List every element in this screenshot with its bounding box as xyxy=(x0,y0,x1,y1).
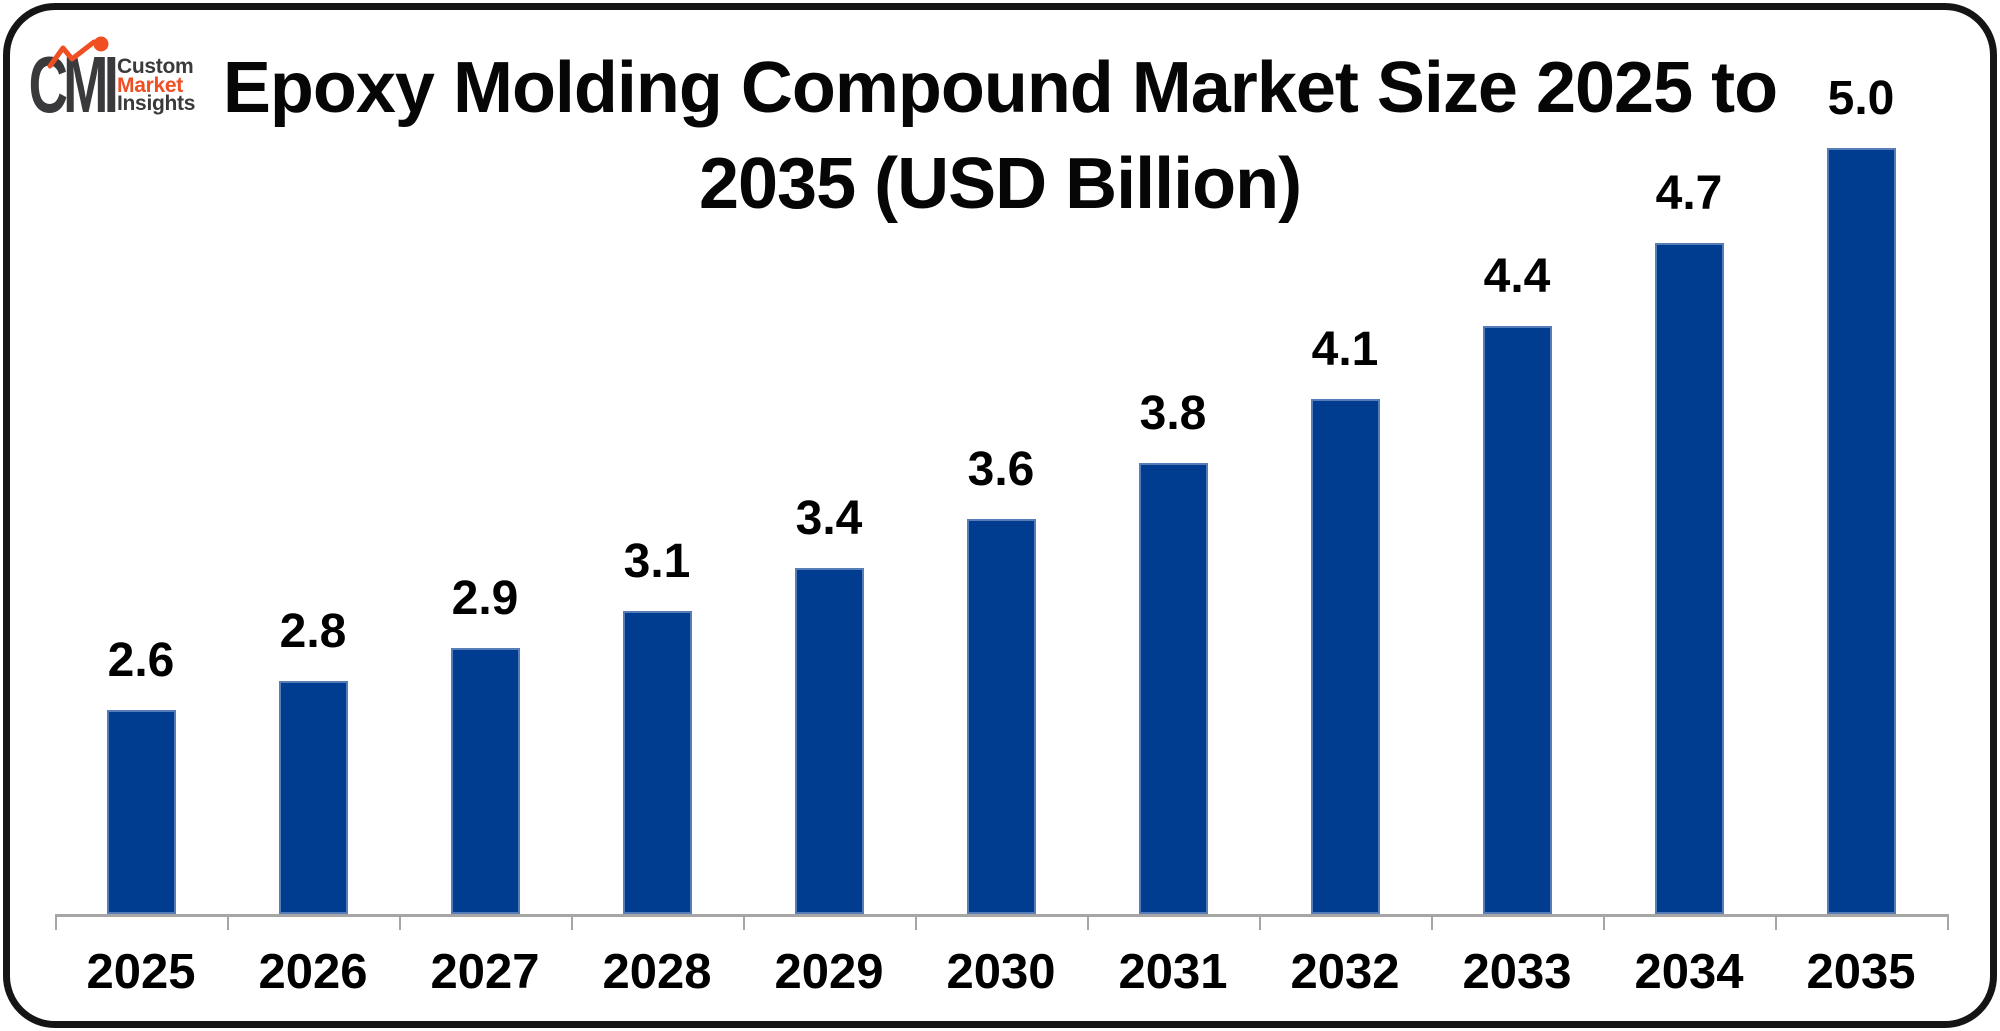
bar xyxy=(450,648,520,914)
x-axis-label: 2025 xyxy=(86,945,196,999)
x-axis-label: 2029 xyxy=(774,945,884,999)
x-axis-tick xyxy=(743,914,745,930)
bar xyxy=(1826,148,1896,914)
x-axis-label: 2026 xyxy=(258,945,368,999)
x-axis-label: 2031 xyxy=(1118,945,1228,999)
bar xyxy=(106,710,176,914)
x-axis-label: 2027 xyxy=(430,945,540,999)
bar xyxy=(1138,463,1208,914)
bar-value-label: 3.4 xyxy=(795,492,863,545)
brand-name-line: Custom xyxy=(117,55,194,78)
logo-letters: CMI xyxy=(30,41,116,116)
bar-value-label: 5.0 xyxy=(1827,72,1895,125)
bar-value-label: 4.1 xyxy=(1311,323,1379,376)
x-axis-tick xyxy=(1603,914,1605,930)
x-axis-label: 2033 xyxy=(1462,945,1572,999)
bar xyxy=(1310,399,1380,914)
cmi-logo: CMI Custom Market Insights xyxy=(30,34,290,126)
bar-value-label: 2.9 xyxy=(451,572,519,625)
logo-trend-line xyxy=(47,39,97,69)
bar-value-label: 2.8 xyxy=(279,605,347,658)
x-axis-label: 2030 xyxy=(946,945,1056,999)
bar-value-label: 4.7 xyxy=(1655,167,1723,220)
bar xyxy=(1482,326,1552,914)
cmi-logo-mark: CMI xyxy=(30,36,116,116)
bar xyxy=(278,681,348,914)
x-axis-label: 2034 xyxy=(1634,945,1744,999)
x-axis-tick xyxy=(1087,914,1089,930)
x-axis-tick xyxy=(227,914,229,930)
brand-name: Custom Market Insights xyxy=(117,55,196,115)
brand-name-line: Insights xyxy=(117,92,196,115)
chart-title-line-1: Epoxy Molding Compound Market Size 2025 … xyxy=(222,48,1778,128)
bar-value-label: 3.8 xyxy=(1139,387,1207,440)
x-axis-tick xyxy=(1431,914,1433,930)
x-axis-line xyxy=(55,914,1947,917)
x-axis-tick xyxy=(399,914,401,930)
x-axis-tick xyxy=(1259,914,1261,930)
x-axis-tick xyxy=(571,914,573,930)
x-axis-label: 2035 xyxy=(1806,945,1916,999)
bar xyxy=(622,611,692,914)
logo-dot xyxy=(93,36,109,52)
x-axis-tick xyxy=(1947,914,1949,930)
x-axis-tick xyxy=(55,914,57,930)
bar xyxy=(966,519,1036,914)
x-axis-label: 2028 xyxy=(602,945,712,999)
x-axis-label: 2032 xyxy=(1290,945,1400,999)
bar-value-label: 4.4 xyxy=(1483,250,1551,303)
bar-value-label: 2.6 xyxy=(107,634,175,687)
x-axis-tick xyxy=(915,914,917,930)
bar-value-label: 3.6 xyxy=(967,443,1035,496)
brand-name-line: Market xyxy=(117,73,183,97)
bar-value-label: 3.1 xyxy=(623,535,691,588)
x-axis-tick xyxy=(1775,914,1777,930)
chart-title-line-2: 2035 (USD Billion) xyxy=(698,144,1302,224)
bar xyxy=(1654,243,1724,914)
bar xyxy=(794,568,864,914)
chart-title: Epoxy Molding Compound Market Size 2025 … xyxy=(0,40,2000,232)
